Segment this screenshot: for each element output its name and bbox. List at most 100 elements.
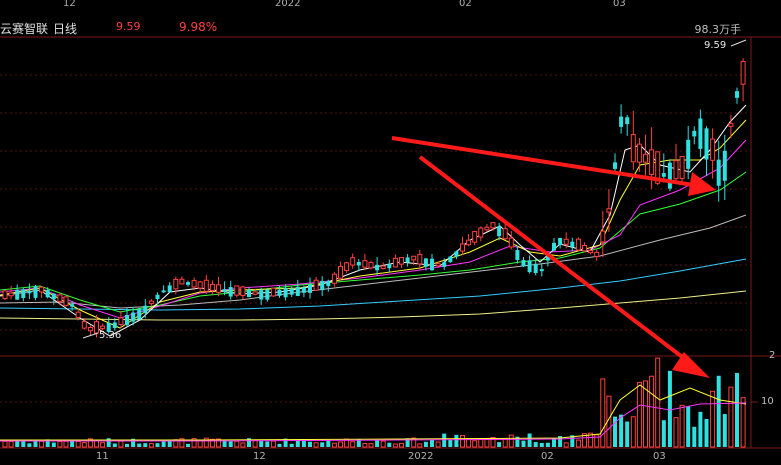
candle-body xyxy=(356,261,361,266)
candle-body xyxy=(362,260,368,268)
ma60-line xyxy=(0,214,747,309)
candle-body xyxy=(252,291,258,295)
candle-body xyxy=(423,258,428,267)
candle-body xyxy=(588,250,594,254)
candle-body xyxy=(740,60,746,85)
candle-body xyxy=(234,285,240,296)
candle-body xyxy=(454,251,459,257)
volume-bar xyxy=(100,442,106,448)
volume-bar xyxy=(636,381,642,448)
candle-body xyxy=(368,262,374,269)
volume-bar xyxy=(57,441,63,448)
ma20-line xyxy=(0,139,747,319)
volume-bar xyxy=(234,440,240,448)
volume-bar xyxy=(51,442,56,447)
volume-bar xyxy=(545,442,550,447)
volume-bar xyxy=(8,441,14,448)
volume-bar xyxy=(228,441,233,447)
candle-body xyxy=(270,287,276,297)
volume-bar xyxy=(728,386,734,448)
top-date-axis: 12 2022 02 03 xyxy=(0,0,781,10)
top-date-label: 12 xyxy=(63,0,76,9)
candle-body xyxy=(405,257,410,263)
volume-bar xyxy=(27,443,32,447)
volume-bar xyxy=(710,390,716,448)
candle-body xyxy=(679,155,685,180)
volume-bar xyxy=(430,439,434,447)
volume-bar xyxy=(191,438,197,448)
volume-bar xyxy=(81,442,87,448)
candle-body xyxy=(228,287,233,297)
candle-body xyxy=(247,289,251,298)
candle-body xyxy=(435,263,441,267)
candle-body xyxy=(15,289,20,300)
candle-body xyxy=(558,237,563,245)
candle-body xyxy=(387,263,392,269)
volume-bar xyxy=(594,434,600,448)
candle-body xyxy=(613,162,617,169)
candle-body xyxy=(722,150,727,181)
volume-bar xyxy=(15,441,20,447)
candle-body xyxy=(399,257,404,265)
volume-bar xyxy=(655,357,661,448)
volume-bar xyxy=(563,442,569,448)
candle-body xyxy=(137,309,142,320)
volume-bar xyxy=(625,421,630,447)
volume-bar xyxy=(515,436,520,447)
candle-body xyxy=(344,262,350,271)
volume-bar xyxy=(716,375,721,447)
stock-name[interactable]: 云赛智联 xyxy=(0,22,49,36)
volume-bar xyxy=(45,439,50,447)
volume-bar xyxy=(70,440,75,447)
candle-body xyxy=(686,139,691,169)
volume-bar xyxy=(326,440,331,447)
candle-body xyxy=(167,285,172,293)
candle-body xyxy=(112,322,117,329)
candle-body xyxy=(497,226,502,237)
candle-body xyxy=(308,284,312,293)
candle-body xyxy=(27,290,32,294)
candle-body xyxy=(277,289,282,296)
volume-ma5-line xyxy=(0,384,747,441)
candle-body xyxy=(655,151,661,184)
volume-bar xyxy=(106,438,111,447)
candle-body xyxy=(191,280,197,288)
volume-bar xyxy=(277,443,282,447)
candle-body xyxy=(710,138,716,161)
volume-bar xyxy=(392,443,398,448)
candle-body xyxy=(606,208,612,213)
candle-body xyxy=(173,278,179,290)
volume-bar xyxy=(259,440,264,447)
volume-bar xyxy=(2,440,8,448)
volume-bar xyxy=(454,434,459,447)
candle-body xyxy=(51,293,56,300)
volume-bar xyxy=(289,443,294,447)
volume-bar xyxy=(552,438,556,447)
volume-bar xyxy=(375,440,380,447)
candle-body xyxy=(649,149,655,175)
candle-body xyxy=(21,289,26,299)
candle-body xyxy=(240,286,246,297)
volume-bar xyxy=(435,441,441,448)
candle-body xyxy=(216,284,221,293)
candle-body xyxy=(545,256,550,261)
volume-bar xyxy=(148,443,154,448)
volume-bar xyxy=(600,378,606,448)
volume-ma10-line xyxy=(0,402,747,442)
volume-bar xyxy=(186,443,190,447)
volume-bar xyxy=(63,440,69,448)
period-label[interactable]: 日线 xyxy=(53,22,78,36)
candle-body xyxy=(301,287,306,293)
candle-body xyxy=(94,321,99,334)
candle-body xyxy=(735,91,739,98)
candle-body xyxy=(600,230,606,243)
candle-body xyxy=(45,289,50,298)
volume-bar xyxy=(167,439,172,447)
candle-body xyxy=(673,160,679,180)
volume-bar xyxy=(240,442,246,448)
volume-bar xyxy=(533,442,538,447)
volume-bar xyxy=(308,441,312,447)
candle-body xyxy=(125,315,129,325)
candle-body xyxy=(155,294,160,300)
